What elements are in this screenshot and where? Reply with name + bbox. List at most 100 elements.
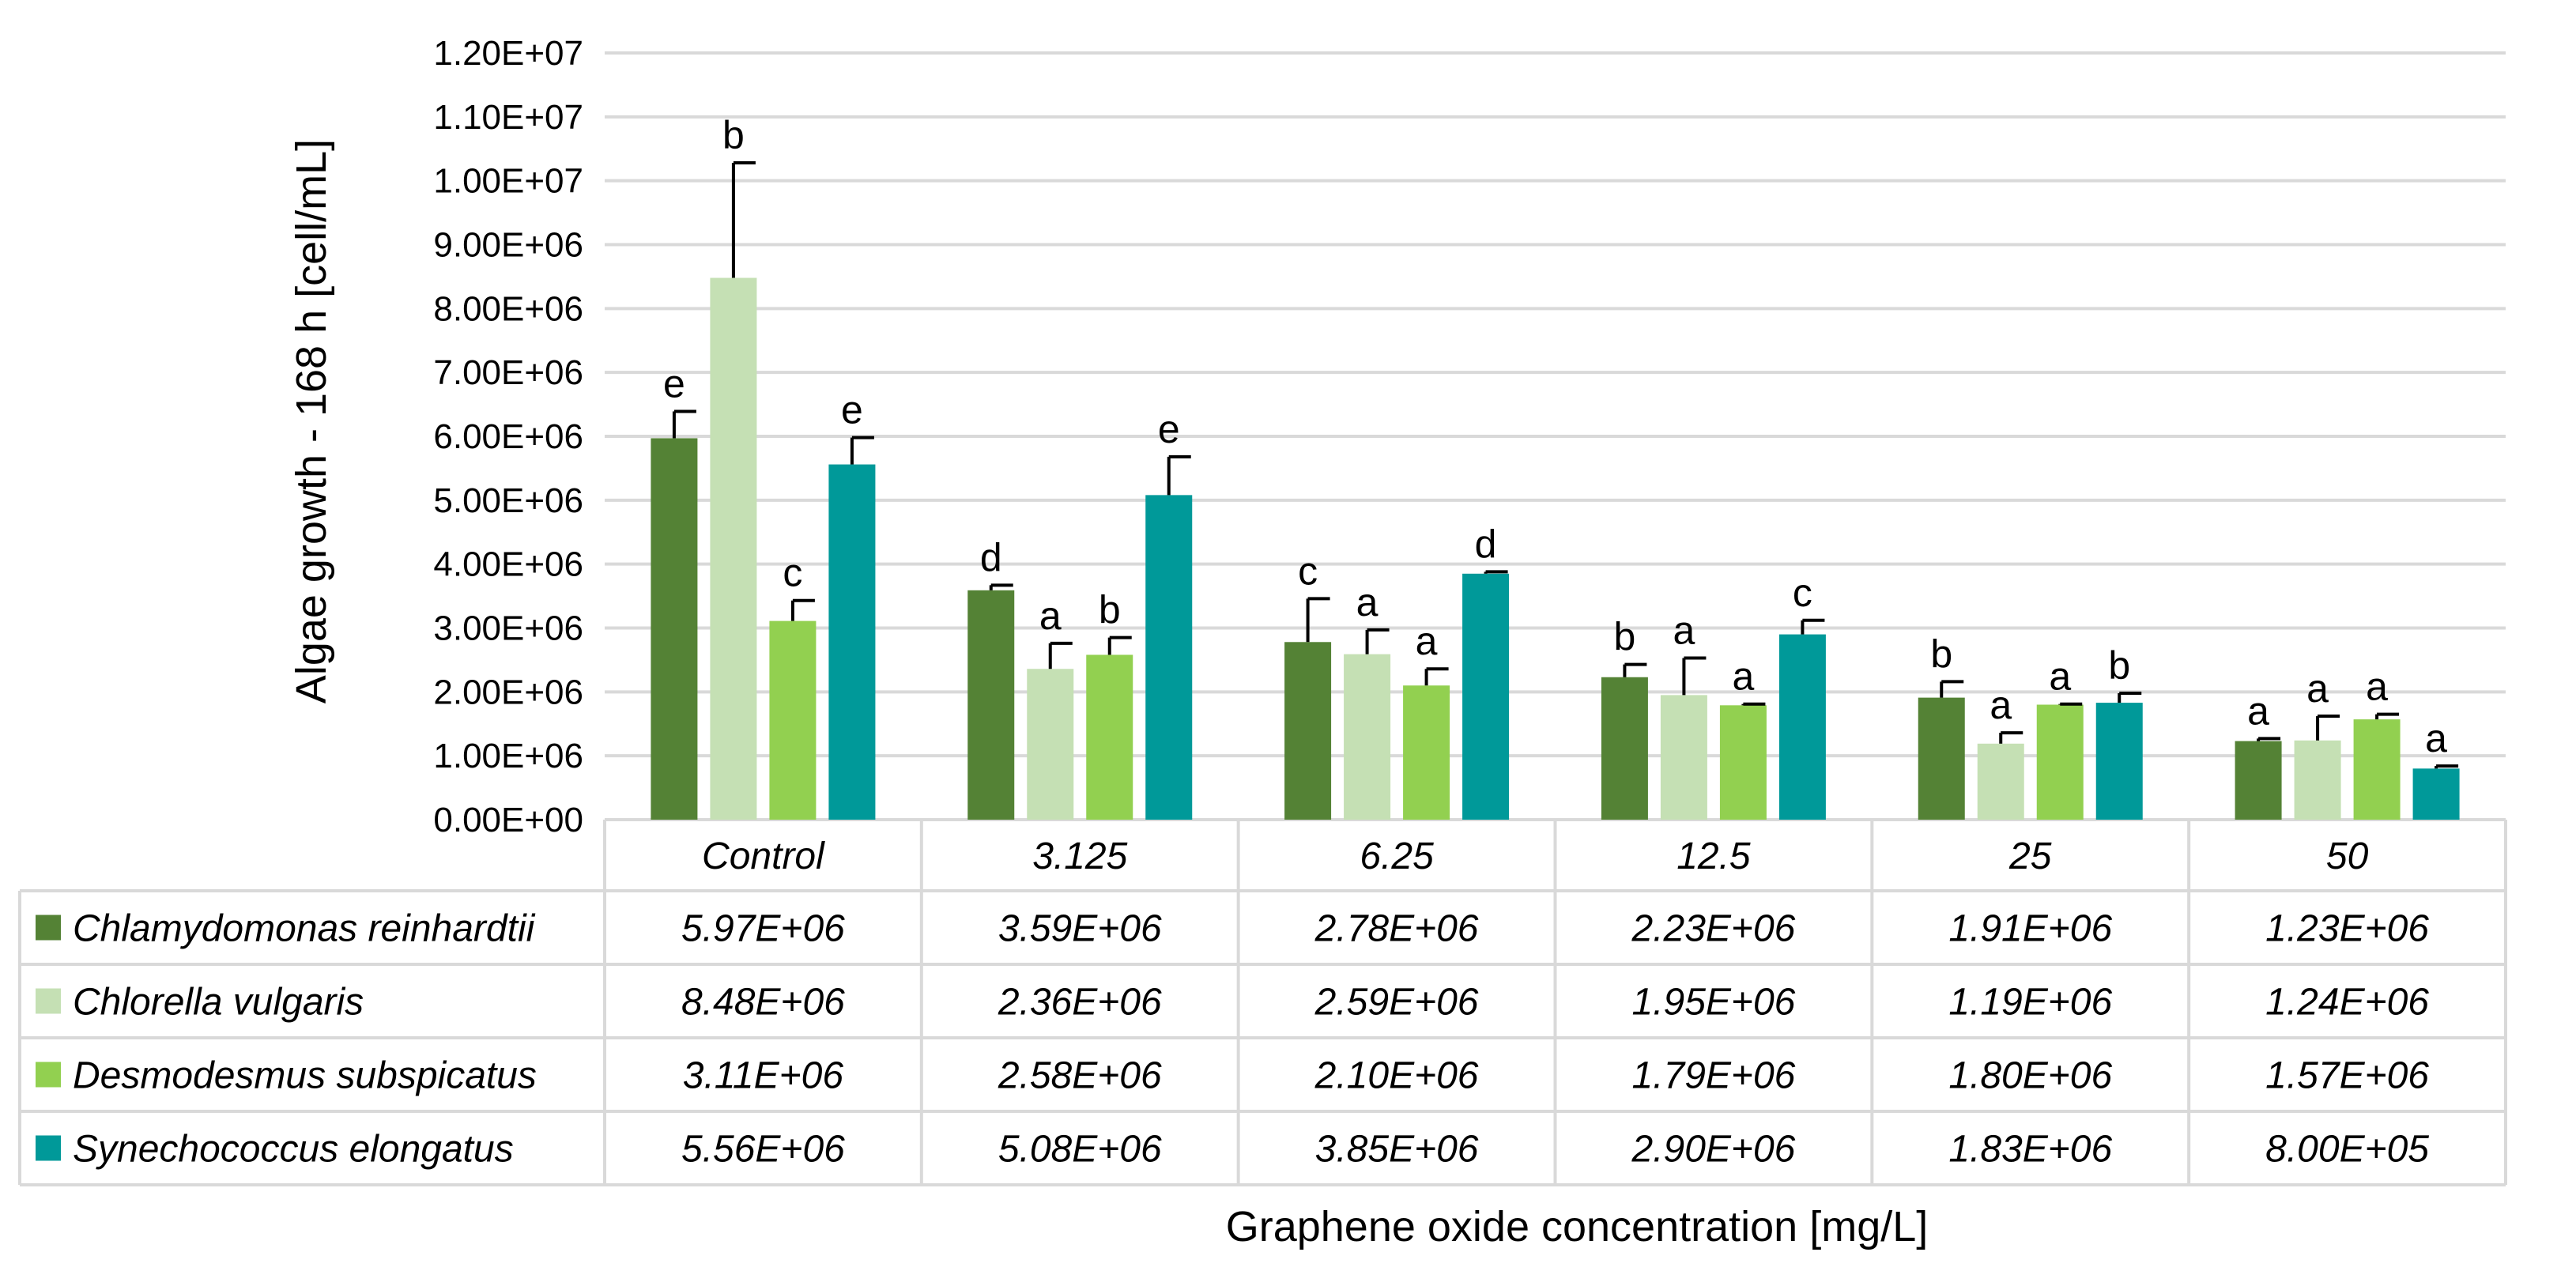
legend-swatch <box>36 988 61 1014</box>
data-label: 2.23E+06 <box>1631 908 1795 950</box>
significance-letter: a <box>1039 594 1062 638</box>
data-label: 3.59E+06 <box>998 908 1162 950</box>
data-label: 5.56E+06 <box>681 1129 845 1171</box>
data-label: 1.19E+06 <box>1948 982 2112 1024</box>
bar <box>1027 669 1074 820</box>
bar <box>1977 743 2024 820</box>
data-label: 1.91E+06 <box>1948 908 2112 950</box>
bar <box>1344 654 1391 820</box>
significance-letter: a <box>2306 666 2329 711</box>
x-category-label: 12.5 <box>1676 835 1751 877</box>
gridlines <box>605 51 2506 821</box>
data-label: 3.11E+06 <box>683 1055 844 1097</box>
data-label: 2.10E+06 <box>1314 1055 1479 1097</box>
y-tick-label: 2.00E+06 <box>433 673 583 711</box>
x-axis-label: Graphene oxide concentration [mg/L] <box>1226 1203 1929 1250</box>
significance-letter: b <box>1930 632 1952 676</box>
bar <box>2036 704 2084 820</box>
significance-letter: d <box>1475 522 1497 566</box>
x-category-label: 50 <box>2326 835 2369 877</box>
data-table: Control 3.125 6.25 12.5 25 50 Chlamydomonas re… <box>18 820 2507 1186</box>
y-tick-label: 1.00E+07 <box>433 162 583 201</box>
data-label: 5.08E+06 <box>998 1129 1162 1171</box>
y-tick-label: 8.00E+06 <box>433 289 583 328</box>
significance-letter: c <box>1793 571 1812 615</box>
y-tick-label: 7.00E+06 <box>433 353 583 392</box>
bar <box>2235 741 2282 820</box>
significance-letter: e <box>1158 407 1180 451</box>
bar <box>1086 654 1133 820</box>
significance-letter: d <box>980 535 1002 579</box>
significance-letter: e <box>663 361 685 405</box>
data-label: 1.95E+06 <box>1631 982 1795 1024</box>
bar <box>1719 705 1767 820</box>
bar <box>1778 634 1826 820</box>
bar <box>967 590 1015 820</box>
significance-letter: a <box>1673 608 1695 652</box>
legend-swatch <box>36 1135 61 1161</box>
data-label: 1.79E+06 <box>1631 1055 1795 1097</box>
significance-letter: e <box>841 388 863 432</box>
significance-letter: a <box>1733 654 1755 699</box>
significance-letter: b <box>1614 615 1636 659</box>
x-category-label: Control <box>702 835 825 877</box>
data-label: 8.48E+06 <box>681 982 845 1024</box>
bar <box>828 464 876 820</box>
bar <box>651 438 698 820</box>
bar <box>2412 768 2460 820</box>
significance-letter: c <box>1298 549 1318 593</box>
y-tick-label: 5.00E+06 <box>433 481 583 520</box>
significance-letter: a <box>2049 654 2071 699</box>
data-label: 8.00E+05 <box>2265 1129 2429 1171</box>
y-axis-label: Algae growth - 168 h [cell/mL] <box>288 139 335 703</box>
significance-letter: c <box>783 551 802 595</box>
bar <box>2353 719 2401 820</box>
significance-letter: a <box>1416 619 1438 663</box>
data-label: 3.85E+06 <box>1315 1129 1479 1171</box>
significance-letter: a <box>1356 580 1379 624</box>
data-label: 1.83E+06 <box>1948 1129 2112 1171</box>
significance-letter: a <box>2366 665 2388 709</box>
bar <box>1462 573 1510 820</box>
data-label: 5.97E+06 <box>681 908 845 950</box>
y-tick-label: 4.00E+06 <box>433 545 583 584</box>
y-tick-label: 3.00E+06 <box>433 609 583 648</box>
bar <box>1660 695 1707 820</box>
legend-label: Chlorella vulgaris <box>73 982 364 1024</box>
legend-label: Synechococcus elongatus <box>73 1129 514 1171</box>
y-axis-ticks: 0.00E+00 1.00E+06 2.00E+06 3.00E+06 4.00E+06… <box>433 34 583 839</box>
y-tick-label: 0.00E+00 <box>433 801 583 839</box>
bar <box>1601 677 1648 820</box>
y-tick-label: 1.20E+07 <box>433 34 583 73</box>
significance-letter: b <box>722 113 745 157</box>
y-tick-label: 6.00E+06 <box>433 417 583 456</box>
legend-label: Chlamydomonas reinhardtii <box>73 908 536 950</box>
data-label: 1.24E+06 <box>2265 982 2429 1024</box>
data-label: 2.59E+06 <box>1314 982 1479 1024</box>
significance-letter: a <box>2425 716 2447 760</box>
bar <box>1145 495 1193 820</box>
data-label: 2.58E+06 <box>998 1055 1162 1097</box>
legend-swatch <box>36 1062 61 1088</box>
bar <box>2095 703 2143 820</box>
x-category-label: 6.25 <box>1360 835 1434 877</box>
bar <box>1403 685 1450 820</box>
significance-letter: a <box>1990 683 2012 727</box>
data-label: 2.78E+06 <box>1314 908 1479 950</box>
data-label: 1.80E+06 <box>1948 1055 2112 1097</box>
y-tick-label: 9.00E+06 <box>433 226 583 265</box>
bar <box>710 277 757 820</box>
significance-letter: b <box>1099 588 1121 632</box>
significance-letter: a <box>2247 688 2269 733</box>
y-tick-label: 1.10E+07 <box>433 98 583 137</box>
significance-letter: b <box>2108 643 2130 688</box>
data-label: 1.57E+06 <box>2265 1055 2429 1097</box>
y-tick-label: 1.00E+06 <box>433 737 583 775</box>
legend-swatch <box>36 915 61 941</box>
x-category-label: 25 <box>2008 835 2052 877</box>
x-category-label: 3.125 <box>1032 835 1127 877</box>
bar <box>1284 642 1332 820</box>
data-label: 2.90E+06 <box>1631 1129 1795 1171</box>
